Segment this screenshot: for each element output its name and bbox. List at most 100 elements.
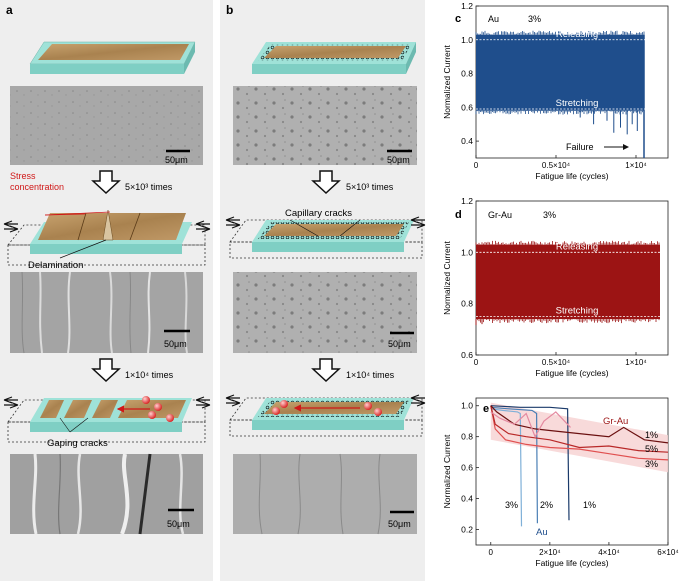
sem-image-b1 [233,86,417,165]
y-tick-label: 0.8 [461,69,473,79]
device-b-stretched [229,219,423,259]
sem-image-a3 [10,453,203,535]
device-b-top [252,42,416,74]
nanoparticle [364,402,372,410]
scale-bar-label: 50μm [164,339,187,349]
series-strain-label: 1% [583,500,596,510]
panel-a-letter: a [6,3,13,17]
signal-spikes [475,319,483,326]
panel-b-letter: b [226,3,233,17]
scale-bar-label: 50μm [388,519,411,529]
group-label-au: Au [536,527,548,538]
series-strain-label: 1% [645,430,658,440]
step-label-b1: 5×10³ times [346,182,394,192]
nanoparticle [272,407,280,415]
x-tick-label: 4×10⁴ [598,548,620,557]
series-line [490,405,669,444]
panel-d-letter: d [455,209,462,221]
reference-label: Releasing [556,29,598,40]
signal-noise-top [475,240,660,245]
y-axis-label: Normalized Current [442,241,452,315]
series-strain-label: 2% [540,500,553,510]
nanoparticle [374,408,382,416]
nanoparticle [142,396,150,404]
signal-spikes [579,110,638,135]
pull-arrows-right-icon [410,216,426,229]
panel-c-letter: c [455,13,461,25]
chart-strain-label: 3% [528,14,541,24]
series-strain-label: 3% [505,500,518,510]
device-b-healed [229,397,423,437]
failure-label: Failure [566,142,594,152]
y-tick-label: 1.0 [461,401,473,411]
x-tick-label: 0 [489,548,494,557]
signal-noise-top [475,30,645,35]
step-label-a2: 1×10⁴ times [125,370,174,380]
x-axis-label: Fatigue life (cycles) [535,368,608,378]
pull-arrows-right-icon [410,394,426,407]
y-tick-label: 0.6 [461,463,473,473]
nanoparticle [148,411,156,419]
y-tick-label: 0.2 [461,525,473,535]
stress-label: Stress [10,171,36,181]
x-axis-label: Fatigue life (cycles) [535,558,608,568]
chart-strain-label: 3% [543,210,556,220]
nanoparticle [166,414,174,422]
device-a-stretched [7,209,206,266]
signal-band [476,34,644,111]
gaping-label: Gaping cracks [47,438,108,449]
chart-material-label: Au [488,14,499,24]
y-tick-label: 0.6 [461,350,473,360]
series-line [490,405,669,453]
capillary-label: Capillary cracks [285,208,352,219]
nanoparticle [154,403,162,411]
y-tick-label: 0.6 [461,102,473,112]
sem-image-b2 [233,272,417,353]
x-tick-label: 1×10⁴ [625,358,647,367]
scale-bar-label: 50μm [388,339,411,349]
y-tick-label: 1.0 [461,247,473,257]
x-tick-label: 0.5×10⁴ [542,358,571,367]
series-line [490,406,539,524]
panel-e-letter: e [483,403,489,415]
x-tick-label: 0.5×10⁴ [542,161,571,170]
x-tick-label: 0 [474,161,479,170]
reference-label: Stretching [556,98,599,109]
signal-band [476,244,660,320]
device-a-top [29,41,196,74]
sem-image-a1 [10,86,203,165]
x-tick-label: 6×10⁴ [657,548,679,557]
signal-noise-bottom [475,110,645,115]
y-tick-label: 1.0 [461,35,473,45]
pull-arrows-right-icon [195,396,211,409]
nanoparticle [280,400,288,408]
step-label-a1: 5×10³ times [125,182,173,192]
series-strain-label: 5% [645,444,658,454]
y-tick-label: 1.2 [461,1,473,11]
series-strain-label: 3% [645,459,658,469]
x-axis-label: Fatigue life (cycles) [535,171,608,181]
pull-arrows-left-icon [3,396,19,409]
y-tick-label: 0.8 [461,432,473,442]
pull-arrows-left-icon [3,220,19,233]
sem-image-a2 [10,271,203,354]
scale-bar-label: 50μm [167,519,190,529]
trend-band [490,402,668,473]
series-line [490,411,571,439]
signal-noise-bottom [475,319,660,324]
y-tick-label: 0.4 [461,136,473,146]
delamination-label: Delamination [28,260,83,271]
y-axis-label: Normalized Current [442,45,452,119]
down-arrow-icon [311,358,341,383]
concentration-label: concentration [10,182,64,192]
pull-arrows-left-icon [225,216,241,229]
y-tick-label: 1.2 [461,196,473,206]
series-line [490,405,570,521]
pull-arrows-left-icon [225,394,241,407]
pull-arrows-right-icon [195,220,211,233]
reference-label: Stretching [556,306,599,317]
y-axis-label: Normalized Current [442,434,452,508]
y-tick-label: 0.4 [461,494,473,504]
down-arrow-icon [91,170,121,195]
